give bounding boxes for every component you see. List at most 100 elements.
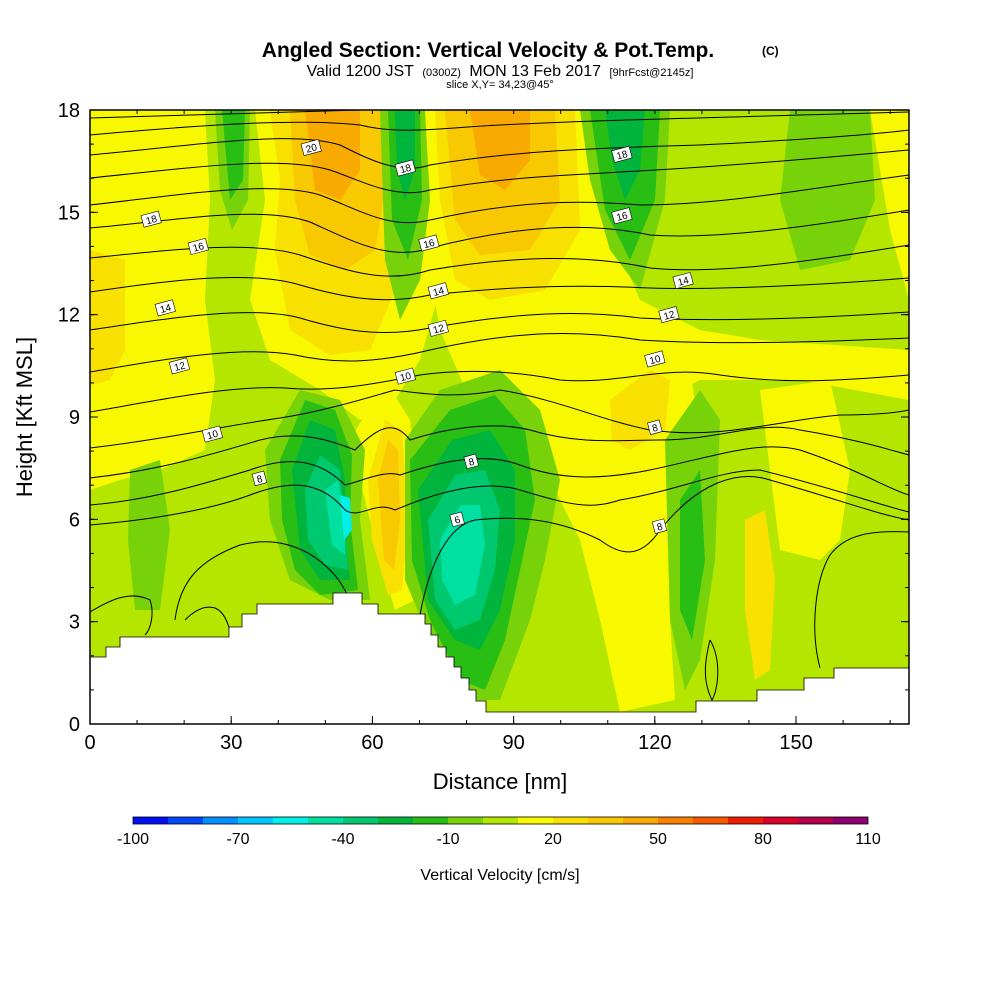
velocity-zone-weak-up-lower-right	[540, 370, 700, 712]
theta-contour-line	[814, 531, 909, 669]
theta-label-box	[611, 207, 633, 225]
velocity-zone-weak-down-far-right	[780, 110, 875, 270]
theta-contour-line	[90, 209, 909, 253]
chart-title: Angled Section: Vertical Velocity & Pot.…	[262, 39, 714, 62]
theta-contour-label: 20	[300, 139, 322, 157]
colorbar-swatch	[448, 817, 483, 824]
theta-label-text: 12	[432, 323, 446, 337]
theta-label-box	[394, 367, 416, 385]
y-tick-label: 18	[58, 100, 80, 122]
theta-contour-line	[184, 606, 231, 631]
colorbar-tick-label: -10	[436, 831, 459, 848]
colorbar-swatch	[658, 817, 693, 824]
theta-contour-label: 10	[394, 367, 416, 385]
colorbar-swatch	[308, 817, 343, 824]
theta-label-box	[658, 306, 680, 324]
velocity-zone-up-far-right	[745, 510, 775, 680]
x-tick-label: 150	[779, 732, 812, 754]
theta-label-text: 16	[422, 238, 436, 252]
y-tick-label: 3	[69, 612, 80, 634]
velocity-zone-peak-up-center	[305, 110, 360, 200]
theta-label-box	[140, 210, 162, 228]
theta-contour-label: 18	[611, 145, 633, 163]
chart-subtitle: Valid 1200 JST (0300Z) MON 13 Feb 2017 […	[307, 63, 694, 80]
colorbar-swatch	[203, 817, 238, 824]
theta-label-text: 18	[399, 163, 413, 177]
theta-label-text: 10	[399, 371, 413, 385]
theta-contour-label: 8	[647, 419, 663, 435]
theta-contour-label: 12	[427, 319, 449, 337]
theta-contour-label: 8	[463, 453, 479, 470]
theta-contour-label: 12	[658, 306, 680, 324]
colorbar-swatch	[518, 817, 553, 824]
velocity-zone-down-top-left	[222, 110, 245, 200]
colorbar-swatch	[413, 817, 448, 824]
theta-label-text: 6	[453, 515, 462, 527]
x-tick-label: 60	[361, 732, 383, 754]
terrain	[90, 592, 909, 724]
theta-label-box	[168, 357, 191, 375]
colorbar-tick-label: 50	[649, 831, 667, 848]
theta-contour-label: 16	[611, 207, 633, 225]
theta-contour-line	[90, 595, 153, 636]
theta-label-box	[187, 237, 209, 255]
theta-label-text: 14	[159, 302, 173, 316]
valid-date: MON 13 Feb 2017	[469, 63, 601, 80]
theta-contour-line	[90, 311, 909, 334]
theta-label-box	[463, 453, 479, 470]
theta-label-text: 8	[256, 474, 265, 486]
theta-contour-line	[90, 149, 909, 194]
theta-label-box	[449, 511, 465, 528]
velocity-zone-weak-down-left-low	[128, 460, 170, 610]
y-axis: 0 3 6 9 12 15 18	[58, 100, 909, 736]
theta-contour-line	[90, 110, 361, 119]
colorbar-swatch	[588, 817, 623, 824]
theta-contour-line	[90, 389, 909, 449]
theta-contour-line	[90, 332, 909, 373]
theta-contour-label: 6	[449, 511, 465, 528]
valid-utc: (0300Z)	[422, 67, 461, 79]
theta-label-text: 20	[305, 142, 319, 156]
theta-label-text: 12	[663, 309, 677, 323]
theta-label-text: 10	[206, 429, 220, 443]
theta-contour-line	[90, 244, 909, 277]
velocity-zone-strong-down-top-mid	[395, 110, 415, 200]
colorbar: -100 -70 -40 -10 20 50 80 110	[117, 816, 881, 848]
theta-contour-line	[90, 469, 909, 526]
colorbar-swatch	[553, 817, 588, 824]
theta-label-text: 18	[145, 214, 159, 228]
theta-contour-label: 16	[187, 237, 209, 255]
colorbar-swatch	[728, 817, 763, 824]
theta-label-box	[418, 234, 440, 252]
velocity-zone-strong-up-mid-low	[378, 440, 400, 570]
theta-label-text: 18	[615, 149, 629, 163]
velocity-field	[90, 110, 909, 712]
colorbar-swatch	[483, 817, 518, 824]
theta-contour-label: 18	[394, 159, 416, 177]
velocity-zone-peak-up-right	[470, 110, 530, 190]
theta-contour-line	[90, 370, 909, 413]
theta-contour-line	[90, 446, 909, 506]
theta-label-box	[651, 518, 668, 534]
chart-title-suffix: (C)	[762, 44, 779, 58]
colorbar-swatch	[133, 817, 168, 824]
colorbar-tick-label: -100	[117, 831, 149, 848]
slice-label: slice X,Y= 34,23@45°	[446, 79, 554, 91]
theta-label-text: 10	[648, 354, 662, 368]
y-axis-label: Height [Kft MSL]	[12, 337, 37, 497]
plot-area: 20 18 18 18 16 16 16 14 14 14 12 12 12 10 10 10 8 8 8 8 6	[90, 110, 909, 724]
theta-contour-line	[90, 174, 909, 224]
theta-contours	[90, 110, 909, 702]
valid-prefix: Valid 1200 JST	[307, 63, 415, 80]
theta-label-text: 8	[468, 457, 477, 469]
theta-contour-line	[419, 476, 909, 616]
theta-contour-line	[90, 276, 909, 301]
theta-label-box	[611, 145, 633, 163]
colorbar-title: Vertical Velocity [cm/s]	[420, 867, 579, 884]
y-tick-label: 6	[69, 509, 80, 531]
x-axis: 0 30 60 90 120 150	[84, 110, 891, 754]
theta-contour-line	[90, 111, 909, 136]
colorbar-swatch	[623, 817, 658, 824]
theta-label-text: 8	[651, 423, 660, 435]
